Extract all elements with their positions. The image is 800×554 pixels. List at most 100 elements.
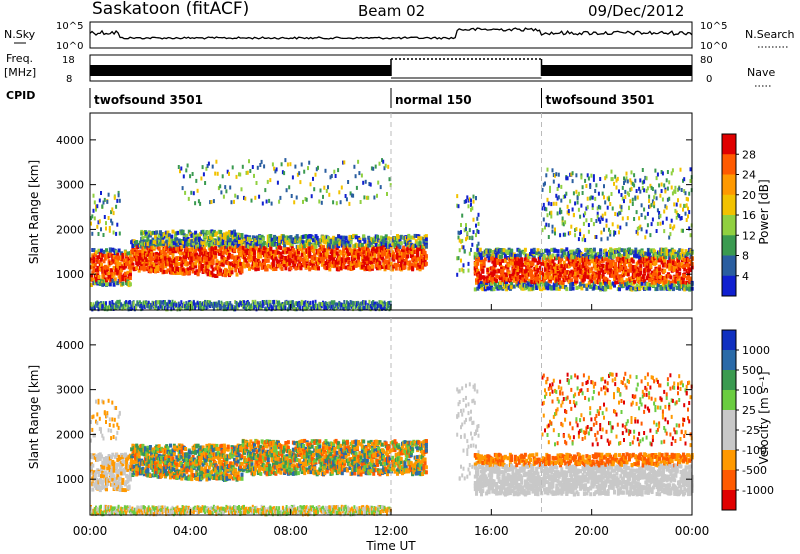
echo-cell [556, 249, 560, 254]
echo-cell [653, 249, 657, 254]
echo-cell [626, 254, 630, 259]
echo-cell [424, 244, 428, 249]
echo-cell [295, 266, 299, 270]
echo-cell [381, 252, 384, 257]
echo-cell [586, 266, 590, 271]
echo-cell [476, 268, 480, 273]
echo-cell [368, 251, 372, 256]
echo-cell [204, 256, 208, 261]
echo-cell [271, 249, 275, 254]
echo-cell [111, 302, 114, 307]
echo-cell [97, 279, 101, 284]
echo-cell [370, 244, 374, 249]
echo-cell [204, 234, 208, 239]
echo-cell [349, 261, 353, 266]
echo-cell [266, 248, 270, 253]
echo-cell [132, 301, 135, 306]
echo-cell [179, 251, 182, 256]
echo-cell [660, 260, 664, 265]
echo-cell [665, 205, 668, 210]
echo-cell [121, 252, 125, 257]
echo-cell [107, 192, 110, 197]
echo-cell [542, 279, 546, 284]
echo-cell [518, 253, 522, 258]
echo-cell [631, 259, 635, 264]
echo-cell [604, 248, 608, 253]
echo-cell [584, 274, 588, 279]
echo-cell [682, 280, 685, 285]
echo-cell [121, 306, 124, 311]
echo-cell [468, 197, 471, 202]
echo-cell [140, 266, 144, 271]
echo-cell [304, 234, 308, 238]
echo-cell [91, 214, 94, 219]
echo-cell [90, 302, 92, 307]
echo-cell [90, 283, 93, 287]
echo-cell [285, 249, 289, 254]
echo-cell [670, 185, 673, 190]
echo-cell [585, 184, 588, 188]
echo-cell [302, 240, 305, 245]
echo-cell [101, 305, 104, 310]
freq-block-late [541, 65, 692, 76]
echo-cell [569, 172, 572, 177]
echo-cell [102, 304, 105, 309]
echo-cell [113, 277, 117, 282]
nsky-tick-top: 10^5 [56, 21, 83, 32]
echo-cell [663, 268, 667, 273]
echo-cell [256, 252, 260, 257]
echo-cell [571, 255, 575, 260]
echo-cell [112, 282, 116, 287]
echo-cell [300, 263, 304, 268]
echo-cell [618, 287, 621, 292]
echo-cell [115, 268, 119, 272]
echo-cell [112, 302, 115, 307]
echo-cell [621, 196, 624, 201]
echo-cell [546, 255, 550, 260]
echo-cell [339, 235, 343, 240]
echo-cell [618, 189, 620, 194]
echo-cell [576, 273, 580, 278]
echo-cell [660, 170, 663, 174]
echo-cell [660, 250, 664, 255]
echo-cell [638, 286, 642, 291]
echo-cell [472, 199, 475, 204]
echo-cell [466, 231, 469, 236]
echo-cell [140, 231, 144, 236]
echo-cell [586, 249, 590, 254]
echo-cell [300, 248, 304, 253]
echo-cell [584, 211, 587, 216]
echo-cell [575, 286, 579, 290]
echo-cell [228, 230, 231, 234]
echo-cell [141, 257, 145, 262]
echo-cell [308, 254, 312, 259]
echo-cell [535, 251, 539, 256]
echo-cell [201, 229, 205, 234]
echo-cell [580, 286, 584, 291]
echo-cell [413, 255, 417, 260]
echo-cell [253, 251, 256, 256]
echo-cell [157, 239, 161, 244]
echo-cell [560, 249, 564, 254]
echo-cell [353, 256, 357, 261]
echo-cell [259, 242, 263, 247]
echo-cell [296, 250, 300, 254]
echo-cell [641, 275, 645, 280]
echo-cell [611, 248, 615, 253]
echo-cell [638, 225, 641, 230]
echo-cell [416, 241, 420, 246]
echo-cell [535, 283, 539, 288]
echo-cell [628, 258, 631, 263]
echo-cell [631, 181, 634, 186]
echo-cell [684, 211, 687, 216]
echo-cell [463, 199, 466, 204]
echo-cell [655, 229, 658, 233]
echo-cell [411, 251, 415, 256]
echo-cell [260, 263, 264, 268]
echo-cell [601, 263, 605, 268]
echo-cell [308, 267, 312, 272]
echo-cell [98, 303, 101, 308]
echo-cell [118, 273, 122, 278]
echo-cell [165, 239, 169, 244]
echo-cell [645, 258, 649, 263]
